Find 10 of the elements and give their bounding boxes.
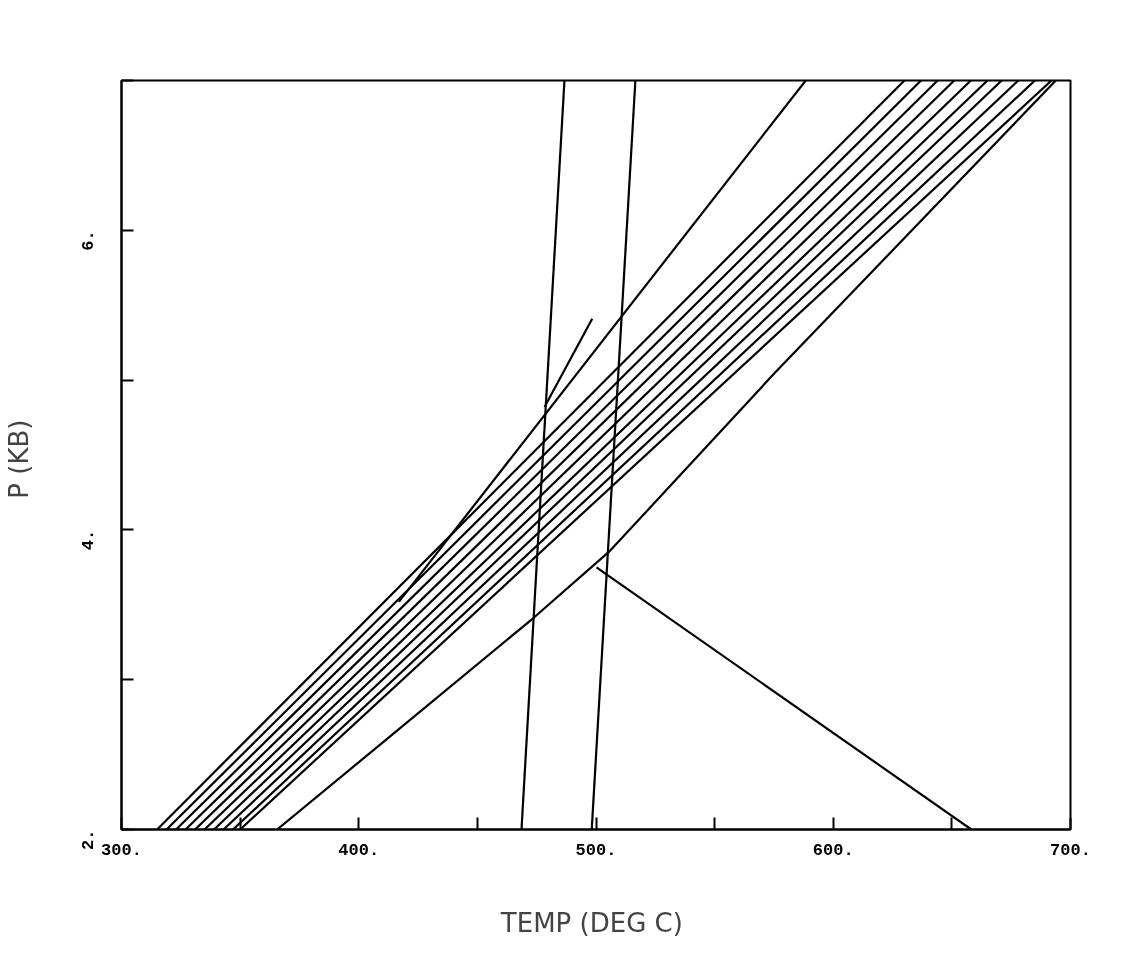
y-tick-label: 2. [79,829,98,850]
y-tick-label: 4. [79,529,98,551]
y-tick-label: 6. [79,230,98,251]
x-tick-label: 300. [101,840,142,860]
x-tick-label: 400. [338,840,380,860]
x-tick-label: 700. [1050,840,1091,860]
x-tick-label: 500. [575,840,617,860]
x-tick-label: 600. [812,840,854,860]
y-axis-title: P (KB) [3,419,34,499]
x-axis-title: TEMP (DEG C) [499,907,683,938]
